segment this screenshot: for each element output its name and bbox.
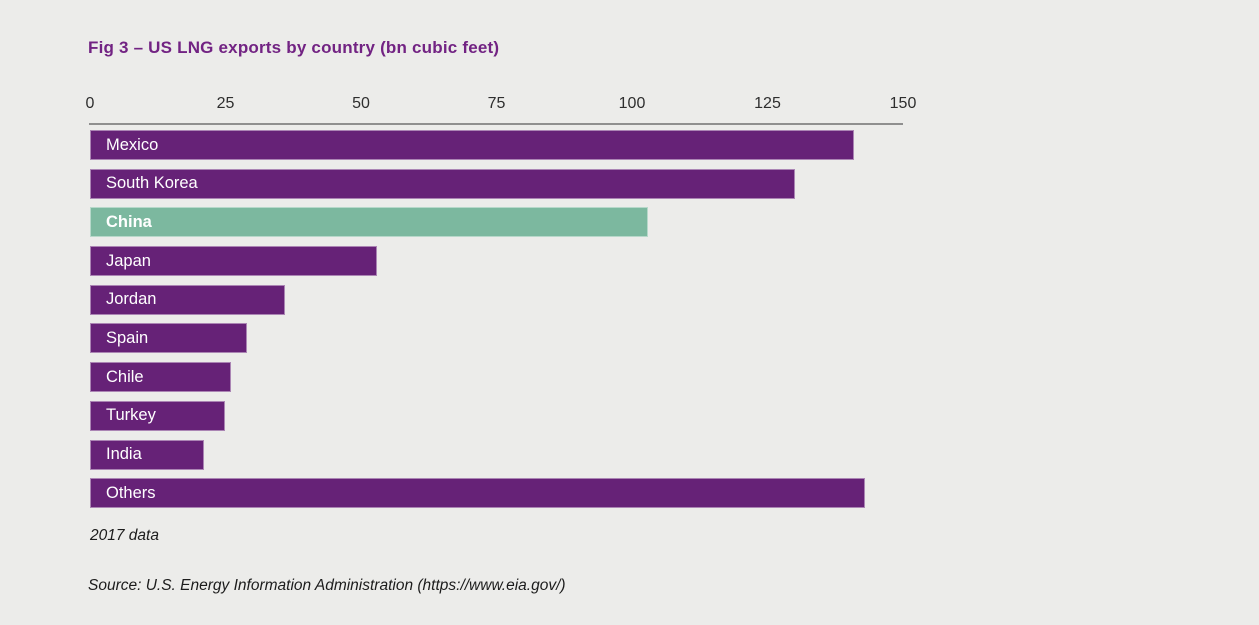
x-axis-tick-label: 25: [216, 95, 235, 112]
bar-jordan: Jordan: [90, 284, 286, 315]
bar-label: Jordan: [106, 290, 157, 309]
bar-chart: Mexico South Korea China Japan Jordan Spain Ch…: [90, 130, 903, 517]
chart-title: Fig 3 – US LNG exports by country (bn cu…: [88, 38, 500, 57]
bar-spain: Spain: [90, 323, 248, 354]
x-axis-tick-label: 125: [754, 95, 781, 112]
bar-mexico: Mexico: [90, 130, 855, 160]
bar-row: Japan: [90, 246, 903, 277]
bar-row: Chile: [90, 362, 903, 393]
bar-chile: Chile: [90, 362, 231, 393]
bar-turkey: Turkey: [90, 400, 226, 431]
x-axis: 0 25 50 75 100 125 150: [86, 95, 917, 115]
x-axis-line: [89, 123, 903, 125]
bar-label: Japan: [106, 251, 151, 270]
bar-row: Jordan: [90, 284, 903, 315]
x-axis-tick-label: 0: [85, 95, 95, 112]
bar-row: Spain: [90, 323, 903, 354]
bar-label: Chile: [106, 367, 144, 386]
chart-footnote: 2017 data: [90, 527, 159, 544]
bar-india: India: [90, 439, 204, 470]
bar-label: China: [106, 212, 152, 231]
bar-row: India: [90, 439, 903, 470]
x-axis-tick-label: 50: [352, 95, 370, 112]
x-axis-tick-label: 100: [618, 95, 646, 112]
bar-row: Turkey: [90, 400, 903, 431]
x-axis-tick-label: 150: [889, 95, 917, 112]
bar-south-korea: South Korea: [90, 168, 795, 199]
bar-label: Turkey: [106, 406, 156, 425]
bar-row: South Korea: [90, 168, 903, 199]
bar-label: Spain: [106, 328, 149, 347]
bar-japan: Japan: [90, 246, 378, 277]
bar-row: China: [90, 207, 903, 238]
bar-china: China: [90, 207, 649, 238]
bar-others: Others: [90, 478, 866, 509]
x-axis-tick-label: 75: [487, 95, 506, 112]
bar-label: Others: [106, 483, 156, 502]
bar-label: Mexico: [106, 135, 159, 154]
bar-row: Mexico: [90, 130, 903, 160]
chart-source: Source: U.S. Energy Information Administ…: [88, 577, 566, 594]
bar-label: India: [106, 445, 142, 463]
bar-row: Others: [90, 478, 903, 509]
bar-label: South Korea: [106, 174, 198, 193]
